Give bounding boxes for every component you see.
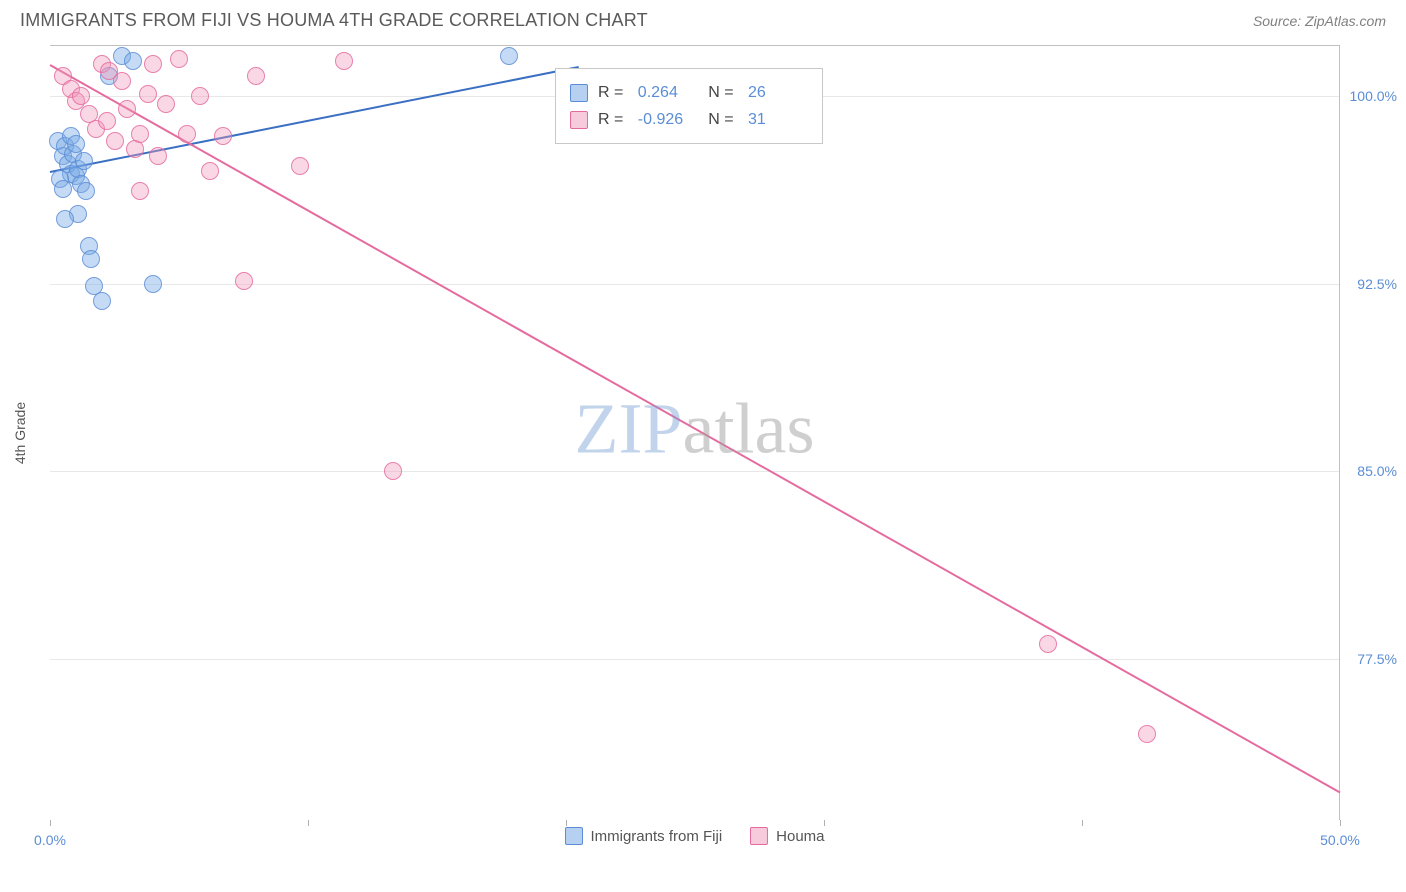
legend-label: Houma — [776, 828, 824, 845]
stat-label: R = — [598, 79, 628, 106]
data-point — [247, 67, 265, 85]
chart-area: 4th Grade 77.5%85.0%92.5%100.0%0.0%50.0%… — [50, 45, 1340, 820]
data-point — [291, 157, 309, 175]
x-tick — [566, 820, 567, 826]
legend-swatch — [570, 111, 588, 129]
data-point — [75, 152, 93, 170]
data-point — [100, 62, 118, 80]
legend-item: Houma — [750, 827, 824, 845]
data-point — [144, 55, 162, 73]
plot-region: 77.5%85.0%92.5%100.0%0.0%50.0% — [50, 46, 1339, 820]
data-point — [67, 135, 85, 153]
data-point — [139, 85, 157, 103]
x-tick — [1082, 820, 1083, 826]
stat-r-value: 0.264 — [638, 79, 694, 106]
legend-swatch — [570, 84, 588, 102]
x-tick-label: 0.0% — [34, 832, 66, 848]
data-point — [124, 52, 142, 70]
stat-label: N = — [704, 79, 738, 106]
header: IMMIGRANTS FROM FIJI VS HOUMA 4TH GRADE … — [0, 0, 1406, 37]
data-point — [170, 50, 188, 68]
chart-title: IMMIGRANTS FROM FIJI VS HOUMA 4TH GRADE … — [20, 10, 648, 31]
stat-r-value: -0.926 — [638, 106, 694, 133]
data-point — [56, 210, 74, 228]
stats-row: R = -0.926 N = 31 — [570, 106, 804, 133]
data-point — [335, 52, 353, 70]
data-point — [118, 100, 136, 118]
y-tick-label: 92.5% — [1357, 276, 1397, 292]
data-point — [178, 125, 196, 143]
data-point — [157, 95, 175, 113]
stats-legend: R = 0.264 N = 26R = -0.926 N = 31 — [555, 68, 823, 144]
legend-swatch — [750, 827, 768, 845]
data-point — [93, 292, 111, 310]
x-tick — [824, 820, 825, 826]
data-point — [144, 275, 162, 293]
data-point — [384, 462, 402, 480]
x-tick — [1340, 820, 1341, 826]
data-point — [214, 127, 232, 145]
data-point — [98, 112, 116, 130]
gridline — [50, 471, 1339, 472]
data-point — [82, 250, 100, 268]
data-point — [500, 47, 518, 65]
legend-swatch — [564, 827, 582, 845]
data-point — [1138, 725, 1156, 743]
data-point — [72, 87, 90, 105]
data-point — [131, 182, 149, 200]
stat-n-value: 26 — [748, 79, 804, 106]
data-point — [106, 132, 124, 150]
stats-row: R = 0.264 N = 26 — [570, 79, 804, 106]
y-axis-label: 4th Grade — [12, 402, 28, 464]
data-point — [149, 147, 167, 165]
stat-label: R = — [598, 106, 628, 133]
stat-n-value: 31 — [748, 106, 804, 133]
data-point — [77, 182, 95, 200]
y-tick-label: 85.0% — [1357, 463, 1397, 479]
data-point — [201, 162, 219, 180]
data-point — [235, 272, 253, 290]
data-point — [54, 180, 72, 198]
bottom-legend: Immigrants from Fiji Houma — [564, 827, 824, 845]
y-tick-label: 77.5% — [1357, 651, 1397, 667]
trend-line — [50, 64, 1341, 793]
stat-label: N = — [704, 106, 738, 133]
x-tick-label: 50.0% — [1320, 832, 1360, 848]
data-point — [1039, 635, 1057, 653]
data-point — [131, 125, 149, 143]
x-tick — [308, 820, 309, 826]
y-tick-label: 100.0% — [1350, 88, 1397, 104]
x-tick — [50, 820, 51, 826]
gridline — [50, 659, 1339, 660]
source-label: Source: ZipAtlas.com — [1253, 13, 1386, 29]
legend-item: Immigrants from Fiji — [564, 827, 722, 845]
legend-label: Immigrants from Fiji — [590, 828, 722, 845]
data-point — [191, 87, 209, 105]
